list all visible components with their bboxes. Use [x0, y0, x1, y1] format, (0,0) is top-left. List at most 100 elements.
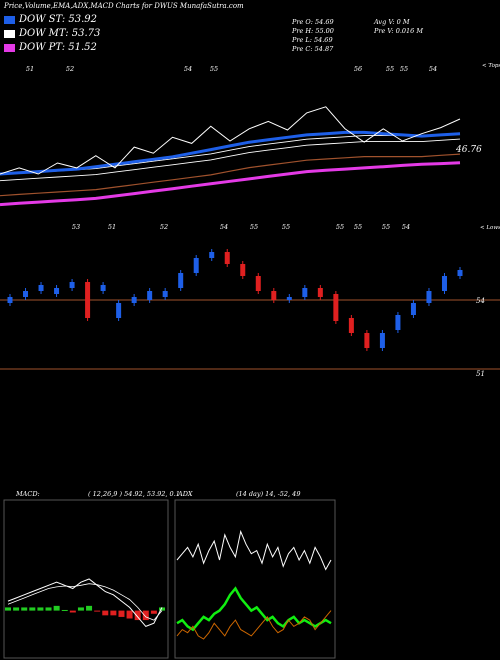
macd-hist-bar [77, 607, 84, 611]
bottom-label: 52 [160, 223, 168, 231]
adx-line-adx_white [176, 529, 332, 571]
candle-body [426, 291, 432, 303]
bottom-label: 54 [402, 223, 410, 231]
legend-st-swatch [4, 15, 15, 24]
chart-title: Price,Volume,EMA,ADX,MACD Charts for DWU… [4, 2, 244, 10]
legend-mt-label: DOW MT: 53.73 [19, 28, 101, 39]
bottom-label: 55 [250, 223, 258, 231]
candle-body [193, 258, 199, 273]
macd-hist-bar [53, 605, 60, 611]
candle-body [100, 285, 106, 291]
adx-frame [174, 499, 336, 659]
candle-body [131, 297, 137, 303]
bottom-label: 55 [282, 223, 290, 231]
bottom-label: 55 [354, 223, 362, 231]
candle-body [209, 252, 215, 258]
macd-panel [3, 499, 169, 659]
candle-body [240, 264, 246, 276]
adx-params: (14 day) 14, -52, 49 [236, 490, 301, 498]
macd-hist-bar [21, 607, 28, 611]
macd-hist-bar [29, 607, 36, 611]
macd-hist-bar [37, 607, 44, 611]
candle-body [147, 291, 153, 300]
top-label: 52 [66, 65, 74, 73]
candle-body [162, 291, 168, 297]
candle-body [286, 297, 292, 300]
candle-body [364, 333, 370, 348]
top-label: 55 [386, 65, 394, 73]
candle-body [441, 276, 447, 291]
adx-label: ADX [178, 490, 193, 498]
macd-hist-bar [5, 607, 11, 611]
candle-body [348, 318, 354, 333]
bottom-label: 51 [108, 223, 116, 231]
candle-body [302, 288, 308, 297]
lows-label: < Lows [480, 225, 500, 231]
ohlc-close: Pre C: 54.87 [292, 45, 334, 53]
ohlc-high: Pre H: 55.00 [292, 27, 334, 35]
candle-body [178, 273, 184, 288]
candle-body [271, 291, 277, 300]
avg-volume: Avg V: 0 M [374, 18, 410, 26]
top-label: 54 [184, 65, 192, 73]
candle-body [38, 285, 44, 291]
ohlc-open: Pre O: 54.69 [292, 18, 334, 26]
candle-body [410, 303, 416, 315]
bottom-label: 55 [336, 223, 344, 231]
macd-params: ( 12,26,9 ) 54.92, 53.92, 0.1 [88, 490, 180, 498]
macd-hist-bar [126, 610, 133, 619]
macd-hist-bar [134, 610, 141, 621]
bottom-label: 55 [382, 223, 390, 231]
ema-panel: 51 52 54 55 56 55 55 54 53 51 52 54 55 55 55 55 55 54 < To… [0, 63, 500, 231]
legend-pt-label: DOW PT: 51.52 [19, 42, 97, 53]
ema-value-label: 46.76 [455, 145, 482, 155]
macd-hist-bar [118, 610, 125, 617]
candle-body [224, 252, 230, 264]
candle-body [7, 297, 13, 303]
macd-hist-bar [45, 607, 52, 611]
candle-body [23, 291, 29, 297]
legend-mt: DOW MT: 53.73 [4, 28, 100, 39]
bottom-label: 53 [72, 223, 80, 231]
top-label: 51 [26, 65, 34, 73]
candle-body [255, 276, 261, 291]
top-label: 54 [429, 65, 437, 73]
top-label: 55 [210, 65, 218, 73]
macd-line-signal [7, 583, 163, 621]
top-label: 56 [354, 65, 362, 73]
macd-hist-bar [142, 610, 149, 621]
price-label-54: 54 [476, 297, 485, 305]
candle-body [333, 294, 339, 321]
ema-mt-line-1 [0, 138, 461, 182]
macd-hist-bar [150, 610, 157, 614]
candle-body [317, 288, 323, 297]
candle-body [85, 282, 91, 318]
legend-pt-swatch [4, 43, 15, 52]
macd-hist-bar [13, 607, 20, 611]
ema-price-line [0, 106, 461, 175]
candle-body [69, 282, 75, 288]
candle-body [379, 333, 385, 348]
legend-st-label: DOW ST: 53.92 [19, 14, 98, 25]
candle-body [395, 315, 401, 330]
ohlc-low: Pre L: 54.69 [292, 36, 333, 44]
macd-hist-bar [69, 610, 76, 613]
macd-hist-bar [102, 610, 109, 616]
ema-st-line [0, 130, 461, 176]
ema-pt-line [0, 161, 461, 207]
macd-hist-bar [159, 607, 165, 611]
macd-hist-bar [86, 605, 93, 611]
bottom-label: 54 [220, 223, 228, 231]
pre-volume: Pre V: 0.016 M [374, 27, 424, 35]
legend-st: DOW ST: 53.92 [4, 14, 97, 25]
macd-hist-bar [61, 609, 68, 611]
macd-frame [3, 499, 169, 659]
adx-line-adx_orange [176, 610, 332, 640]
price-label-51: 51 [476, 370, 485, 378]
macd-hist-bar [110, 610, 117, 616]
candle-body [457, 270, 463, 276]
macd-label: MACD: [16, 490, 40, 498]
tops-label: < Tops [482, 63, 500, 69]
candle-body [54, 288, 60, 294]
